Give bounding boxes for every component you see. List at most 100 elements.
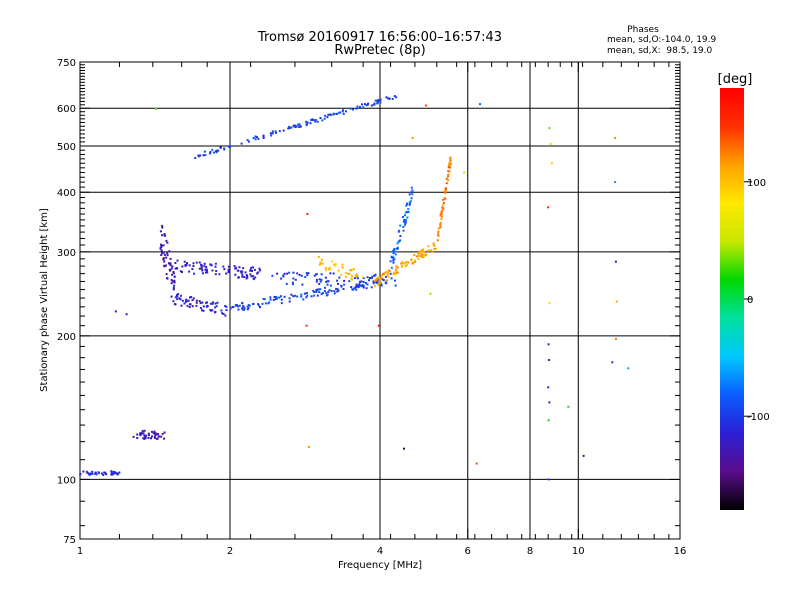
y-tick-label: 500 xyxy=(57,142,76,153)
data-point xyxy=(305,123,308,126)
data-point xyxy=(318,263,321,266)
data-point xyxy=(292,277,295,280)
data-point xyxy=(385,271,388,274)
data-point xyxy=(215,270,218,272)
data-point xyxy=(162,251,165,254)
data-point xyxy=(327,113,330,116)
data-point xyxy=(302,298,305,301)
data-point xyxy=(150,437,152,440)
data-point xyxy=(356,277,359,280)
data-point xyxy=(410,259,413,262)
data-point xyxy=(294,278,297,281)
data-point xyxy=(220,146,222,149)
data-point xyxy=(235,266,238,269)
data-point xyxy=(104,471,107,474)
data-point xyxy=(395,270,397,273)
data-point xyxy=(352,288,355,291)
data-point xyxy=(173,275,176,278)
data-point xyxy=(341,263,344,266)
data-point xyxy=(547,343,550,346)
data-point xyxy=(117,472,120,475)
data-point xyxy=(425,104,428,107)
data-point xyxy=(352,268,355,271)
data-point xyxy=(172,271,175,273)
data-point xyxy=(441,209,444,212)
data-point xyxy=(326,283,329,286)
data-point xyxy=(326,293,329,296)
data-point xyxy=(449,160,452,163)
data-point xyxy=(300,274,303,277)
data-point xyxy=(161,432,164,435)
data-point xyxy=(269,296,272,299)
y-tick-label: 400 xyxy=(57,188,76,199)
x-tick-label: 8 xyxy=(527,546,533,557)
data-point xyxy=(319,117,322,119)
data-point xyxy=(280,298,283,301)
data-point xyxy=(442,202,445,204)
data-point xyxy=(160,249,163,252)
data-point xyxy=(105,473,108,476)
data-point xyxy=(257,271,260,274)
data-point xyxy=(447,174,450,177)
data-point xyxy=(179,270,182,273)
data-point xyxy=(327,268,330,271)
data-point xyxy=(296,272,299,275)
data-point xyxy=(243,276,246,279)
data-point xyxy=(174,262,177,264)
data-point xyxy=(439,214,442,217)
data-point xyxy=(313,274,316,277)
data-point xyxy=(392,251,395,254)
data-point xyxy=(181,265,184,268)
data-point xyxy=(203,265,206,268)
data-point xyxy=(155,437,158,440)
colorbar-tick-label: 0 xyxy=(747,295,753,306)
data-point xyxy=(153,430,156,433)
data-point xyxy=(237,305,239,308)
data-point xyxy=(158,435,161,438)
data-point xyxy=(172,272,175,275)
data-point xyxy=(250,266,253,269)
data-point xyxy=(252,275,255,278)
data-point xyxy=(404,265,407,268)
data-point xyxy=(273,295,276,298)
data-point xyxy=(439,226,442,229)
data-point xyxy=(407,261,410,264)
data-point xyxy=(329,272,332,275)
data-point xyxy=(209,309,212,311)
data-point xyxy=(262,134,265,137)
data-point xyxy=(397,240,400,243)
data-point xyxy=(384,281,387,284)
data-point xyxy=(215,149,218,152)
data-point xyxy=(395,268,398,271)
data-point xyxy=(216,301,219,304)
grid-lines xyxy=(80,62,680,539)
data-point xyxy=(375,278,378,281)
data-point xyxy=(243,308,245,311)
data-point xyxy=(173,281,176,284)
data-point xyxy=(549,142,552,145)
data-point xyxy=(291,281,294,284)
data-point xyxy=(442,198,445,201)
data-point xyxy=(411,262,414,265)
data-point xyxy=(170,267,173,270)
data-point xyxy=(305,296,308,299)
data-point xyxy=(161,234,164,237)
data-point xyxy=(297,123,300,126)
data-point xyxy=(362,284,365,287)
data-point xyxy=(252,277,255,280)
data-point xyxy=(195,304,198,307)
data-point xyxy=(114,310,117,313)
data-point xyxy=(380,284,383,287)
data-point xyxy=(362,281,365,284)
data-point xyxy=(377,324,380,327)
data-point xyxy=(253,268,256,271)
data-point xyxy=(365,282,367,285)
data-point xyxy=(238,266,241,269)
data-point xyxy=(611,361,614,364)
data-point xyxy=(388,270,391,273)
data-point xyxy=(387,275,390,278)
data-point xyxy=(405,202,408,205)
data-point xyxy=(177,293,180,296)
data-point xyxy=(398,229,401,232)
data-point xyxy=(315,273,318,275)
